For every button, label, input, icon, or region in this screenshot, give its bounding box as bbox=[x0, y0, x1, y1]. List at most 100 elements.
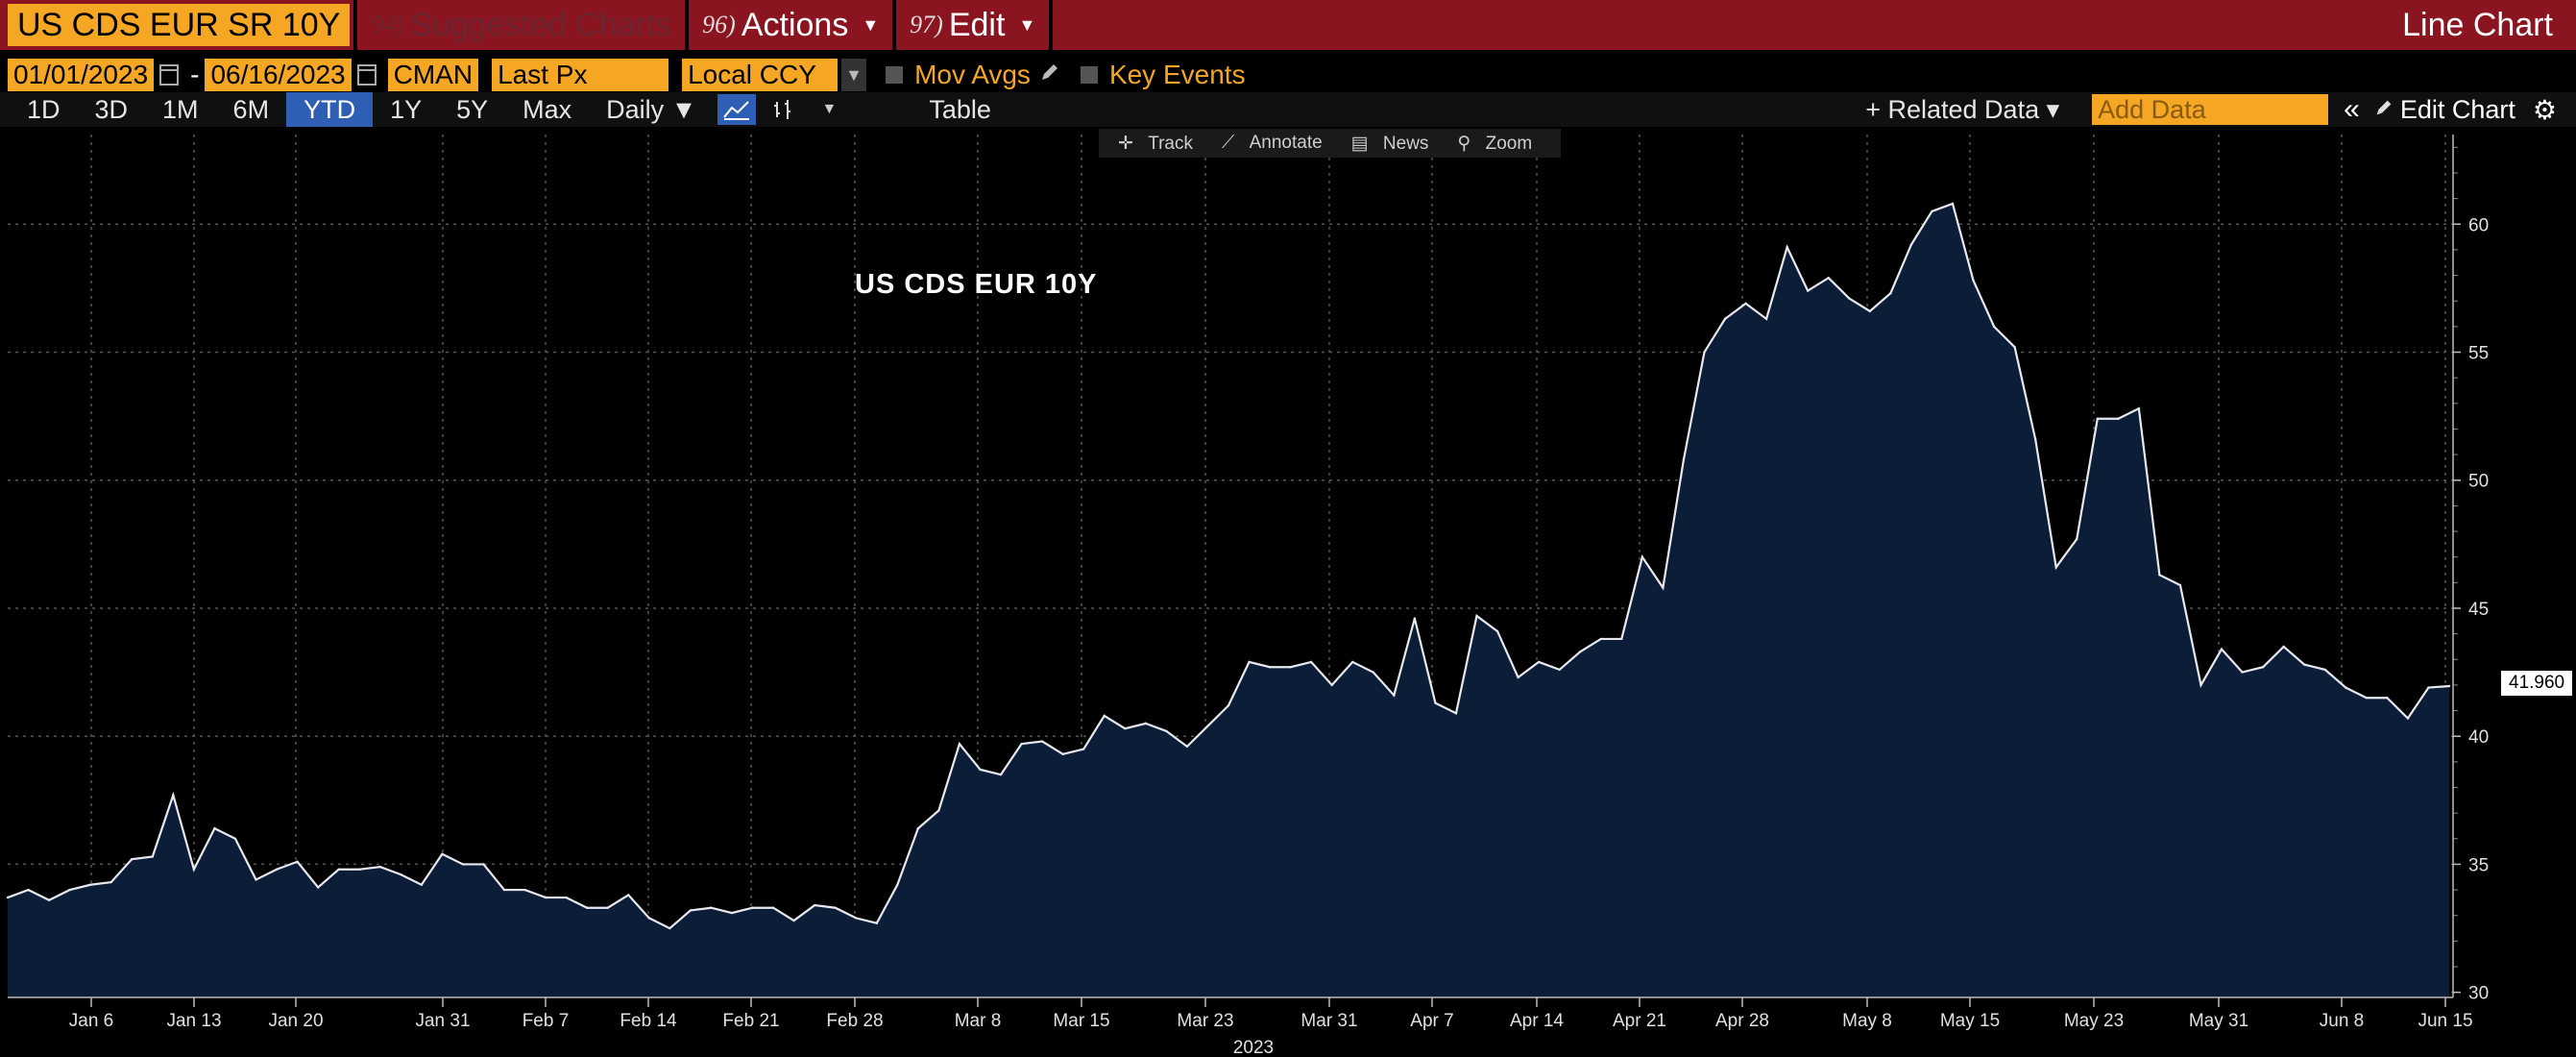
data-point bbox=[420, 883, 424, 886]
range-1y-button[interactable]: 1Y bbox=[390, 95, 423, 124]
data-point bbox=[109, 880, 112, 884]
track-tool[interactable]: ✛ Track bbox=[1118, 133, 1193, 154]
x-tick-label: May 23 bbox=[2064, 1011, 2124, 1031]
data-point bbox=[296, 860, 299, 863]
data-point bbox=[1764, 317, 1768, 321]
data-point bbox=[1868, 309, 1872, 313]
x-tick-label: Jun 8 bbox=[2320, 1011, 2364, 1031]
data-point bbox=[1744, 302, 1747, 306]
data-point bbox=[1061, 752, 1064, 756]
mov-avgs-checkbox[interactable] bbox=[886, 66, 904, 84]
actions-number: 96) bbox=[702, 11, 736, 38]
edit-menu[interactable]: 97) Edit ▼ bbox=[900, 0, 1045, 50]
line-chart-icon[interactable] bbox=[717, 94, 757, 125]
key-events-checkbox[interactable] bbox=[1080, 66, 1098, 84]
range-5y-button[interactable]: 5Y bbox=[456, 95, 489, 124]
x-tick-label: Mar 15 bbox=[1053, 1011, 1109, 1031]
data-point bbox=[316, 886, 320, 889]
data-point bbox=[855, 917, 858, 920]
data-point bbox=[1579, 651, 1582, 653]
y-tick-label: 30 bbox=[2468, 984, 2489, 1004]
line-chart[interactable]: 30 35 40 45 50 55 60 Jan 6 Jan 13 Jan 20 Jan 31 Feb… bbox=[0, 127, 2576, 1057]
caret-down-icon: ▼ bbox=[862, 15, 880, 35]
range-1d-button[interactable]: 1D bbox=[27, 95, 61, 124]
last-price-tag: 41.960 bbox=[2501, 671, 2573, 696]
data-point bbox=[1268, 666, 1272, 669]
data-point bbox=[627, 894, 630, 897]
data-point bbox=[1599, 637, 1602, 641]
suggested-charts-button[interactable]: 94) Suggested Charts bbox=[361, 0, 681, 50]
chart-toolbar: 1D 3D 1M 6M YTD 1Y 5Y Max Daily ▼ ▼ Tabl… bbox=[0, 92, 2576, 127]
data-point bbox=[1248, 660, 1251, 664]
chart-style-dropdown-icon[interactable]: ▼ bbox=[821, 101, 838, 117]
data-point bbox=[275, 868, 279, 871]
add-data-input[interactable]: Add Data bbox=[2092, 94, 2329, 125]
x-tick-label: Jan 13 bbox=[166, 1011, 221, 1031]
range-3d-button[interactable]: 3D bbox=[94, 95, 129, 124]
date-range-dash: - bbox=[190, 60, 200, 89]
data-point bbox=[647, 917, 651, 920]
range-1m-button[interactable]: 1M bbox=[162, 95, 199, 124]
gear-icon[interactable]: ⚙ bbox=[2532, 94, 2557, 125]
title-bar: US CDS EUR SR 10Y 94) Suggested Charts 9… bbox=[0, 0, 2576, 50]
data-point bbox=[172, 794, 175, 797]
pencil-icon[interactable] bbox=[2373, 95, 2394, 125]
calendar-icon[interactable] bbox=[356, 64, 377, 86]
data-point bbox=[1495, 629, 1499, 633]
data-point bbox=[2406, 717, 2410, 720]
collapse-icon[interactable]: « bbox=[2344, 93, 2360, 125]
source-field[interactable]: CMAN bbox=[387, 59, 479, 91]
frequency-dropdown[interactable]: Daily ▼ bbox=[606, 95, 697, 124]
x-tick-label: May 31 bbox=[2189, 1011, 2248, 1031]
currency-selector[interactable]: Local CCY bbox=[682, 59, 838, 91]
data-point bbox=[1827, 277, 1830, 280]
x-tick-label: Jun 15 bbox=[2418, 1011, 2472, 1031]
range-max-button[interactable]: Max bbox=[522, 95, 572, 124]
data-point bbox=[2261, 666, 2265, 669]
data-point bbox=[1206, 725, 1209, 727]
dropdown-arrow-icon[interactable]: ▼ bbox=[841, 59, 867, 91]
actions-label: Actions bbox=[741, 7, 849, 43]
data-point bbox=[1640, 555, 1644, 558]
data-point bbox=[2365, 697, 2369, 700]
bar-chart-icon[interactable] bbox=[764, 94, 802, 125]
y-tick-label: 35 bbox=[2468, 855, 2489, 875]
data-point bbox=[1517, 676, 1519, 679]
data-point bbox=[958, 742, 961, 746]
x-tick-label: Mar 8 bbox=[955, 1011, 1002, 1031]
edit-label: Edit bbox=[948, 7, 1006, 43]
data-point bbox=[813, 903, 816, 907]
related-data-button[interactable]: + Related Data ▾ bbox=[1865, 95, 2060, 124]
data-point bbox=[192, 868, 196, 871]
data-point bbox=[1723, 317, 1727, 321]
suggested-charts-label: Suggested Charts bbox=[410, 7, 672, 43]
edit-chart-button[interactable]: Edit Chart bbox=[2399, 94, 2515, 124]
data-point bbox=[461, 863, 465, 866]
data-point bbox=[1475, 614, 1478, 618]
start-date-field[interactable]: 01/01/2023 bbox=[8, 59, 155, 91]
zoom-tool[interactable]: ⚲ Zoom bbox=[1457, 133, 1533, 154]
security-ticker[interactable]: US CDS EUR SR 10Y bbox=[8, 4, 351, 46]
actions-menu[interactable]: 96) Actions ▼ bbox=[693, 0, 888, 50]
edit-number: 97) bbox=[910, 11, 943, 38]
x-tick-label: Feb 7 bbox=[522, 1011, 570, 1031]
chart-tools-bar: ✛ Track ⟋ Annotate ▤ News ⚲ Zoom bbox=[1099, 129, 1562, 158]
news-tool[interactable]: ▤ News bbox=[1350, 133, 1429, 154]
title-separator bbox=[892, 0, 897, 50]
range-6m-button[interactable]: 6M bbox=[232, 95, 270, 124]
data-point bbox=[1682, 458, 1686, 461]
range-ytd-button[interactable]: YTD bbox=[286, 92, 374, 127]
data-point bbox=[1931, 209, 1933, 213]
pencil-icon[interactable] bbox=[1038, 60, 1061, 90]
data-point bbox=[1227, 704, 1230, 707]
x-tick-label: Mar 31 bbox=[1300, 1011, 1357, 1031]
data-point bbox=[358, 868, 361, 871]
data-point bbox=[27, 888, 30, 892]
calendar-icon[interactable] bbox=[159, 64, 180, 86]
field-selector[interactable]: Last Px bbox=[492, 59, 669, 91]
data-point bbox=[1909, 243, 1913, 246]
end-date-field[interactable]: 06/16/2023 bbox=[205, 59, 352, 91]
table-button[interactable]: Table bbox=[929, 95, 991, 124]
annotate-tool[interactable]: ⟋ Annotate bbox=[1222, 133, 1323, 153]
data-point bbox=[875, 922, 878, 924]
